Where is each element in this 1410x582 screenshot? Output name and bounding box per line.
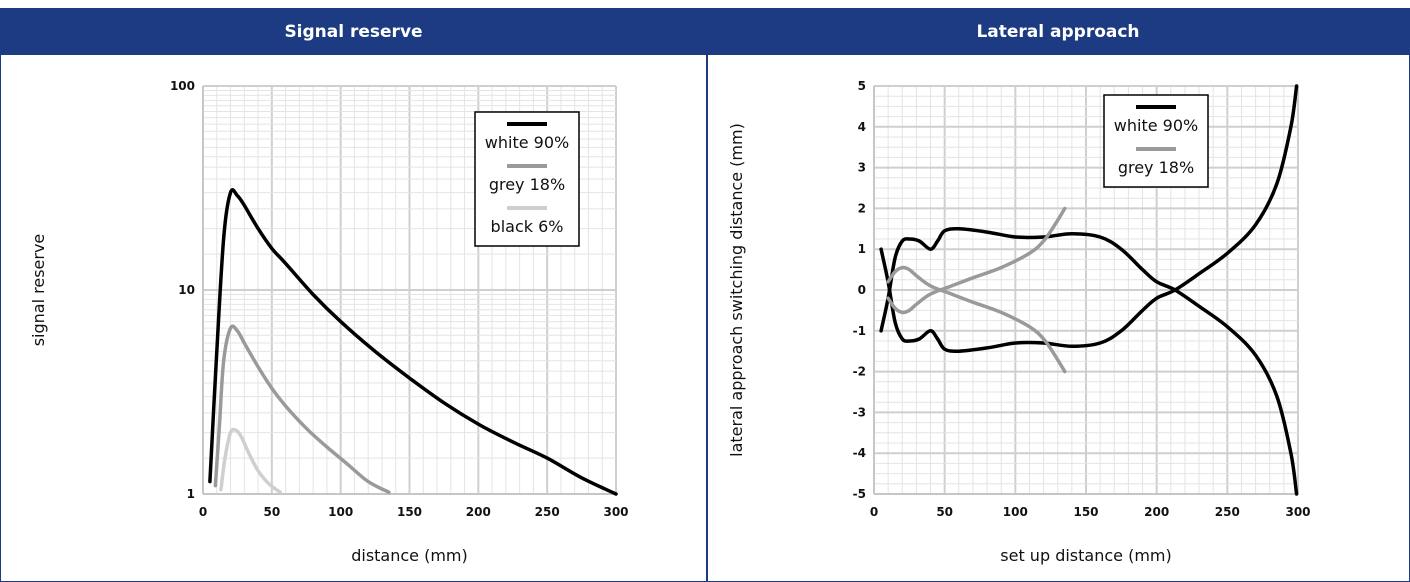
y-tick-label: 4 (858, 120, 866, 134)
x-axis-label: distance (mm) (351, 546, 468, 565)
x-tick-label: 150 (397, 505, 422, 519)
panel-divider (707, 8, 708, 582)
series-line-grey-18- (886, 206, 1067, 315)
legend-box (474, 111, 580, 247)
series-line-white-90- (208, 188, 618, 496)
legend-box (1103, 94, 1209, 188)
legend-label: grey 18% (1118, 158, 1194, 177)
x-tick-label: 200 (466, 505, 491, 519)
y-tick-label: -1 (853, 324, 866, 338)
x-tick-label: 0 (199, 505, 207, 519)
y-tick-label: 100 (170, 79, 195, 93)
y-tick-label: 5 (858, 79, 866, 93)
chart-lateral-approach: 0 50 100 150 200 250 300 -5 -4 -3 -2 -1 0 1 2 3 4 5 set up… (727, 79, 1311, 565)
x-tick-label: 100 (328, 505, 353, 519)
y-tick-label: 2 (858, 201, 866, 215)
y-tick-label: 1 (858, 242, 866, 256)
series-line-mirror-1 (879, 84, 1299, 354)
y-tick-label: 1 (187, 487, 195, 501)
x-tick-label: 250 (535, 505, 560, 519)
y-tick-label: 3 (858, 161, 866, 175)
x-axis-label: set up distance (mm) (1000, 546, 1171, 565)
x-tick-label: 100 (1003, 505, 1028, 519)
x-tick-label: 200 (1144, 505, 1169, 519)
y-tick-label: -4 (853, 446, 866, 460)
x-tick-label: 0 (870, 505, 878, 519)
y-axis-label: lateral approach switching distance (mm) (727, 123, 746, 457)
y-tick-label: 10 (178, 283, 195, 297)
x-tick-label: 300 (1285, 505, 1310, 519)
x-tick-label: 250 (1215, 505, 1240, 519)
legend: white 90% grey 18% (1103, 94, 1209, 188)
series-line-white-90- (879, 226, 1299, 496)
y-tick-label: -3 (853, 405, 866, 419)
series-line-grey-18- (213, 324, 391, 494)
x-tick-label: 150 (1073, 505, 1098, 519)
y-tick-label: -2 (853, 365, 866, 379)
legend-label: white 90% (1114, 116, 1198, 135)
legend: white 90% grey 18% black 6% (474, 111, 580, 247)
x-tick-label: 50 (263, 505, 280, 519)
legend-label: black 6% (491, 217, 564, 236)
y-tick-label: 0 (858, 283, 866, 297)
lateral-approach-header: Lateral approach (707, 9, 1409, 55)
y-axis-label: signal reserve (29, 234, 48, 347)
legend-label: white 90% (485, 133, 569, 152)
x-tick-label: 300 (603, 505, 628, 519)
legend-label: grey 18% (489, 175, 565, 194)
signal-reserve-header: Signal reserve (1, 9, 706, 55)
series-line-mirror-3 (886, 265, 1067, 374)
chart-signal-reserve: 0 50 100 150 200 250 300 1 10 100 distance (mm) sig… (29, 79, 629, 565)
series-line-black-6- (219, 427, 282, 494)
x-tick-label: 50 (936, 505, 953, 519)
y-tick-label: -5 (853, 487, 866, 501)
